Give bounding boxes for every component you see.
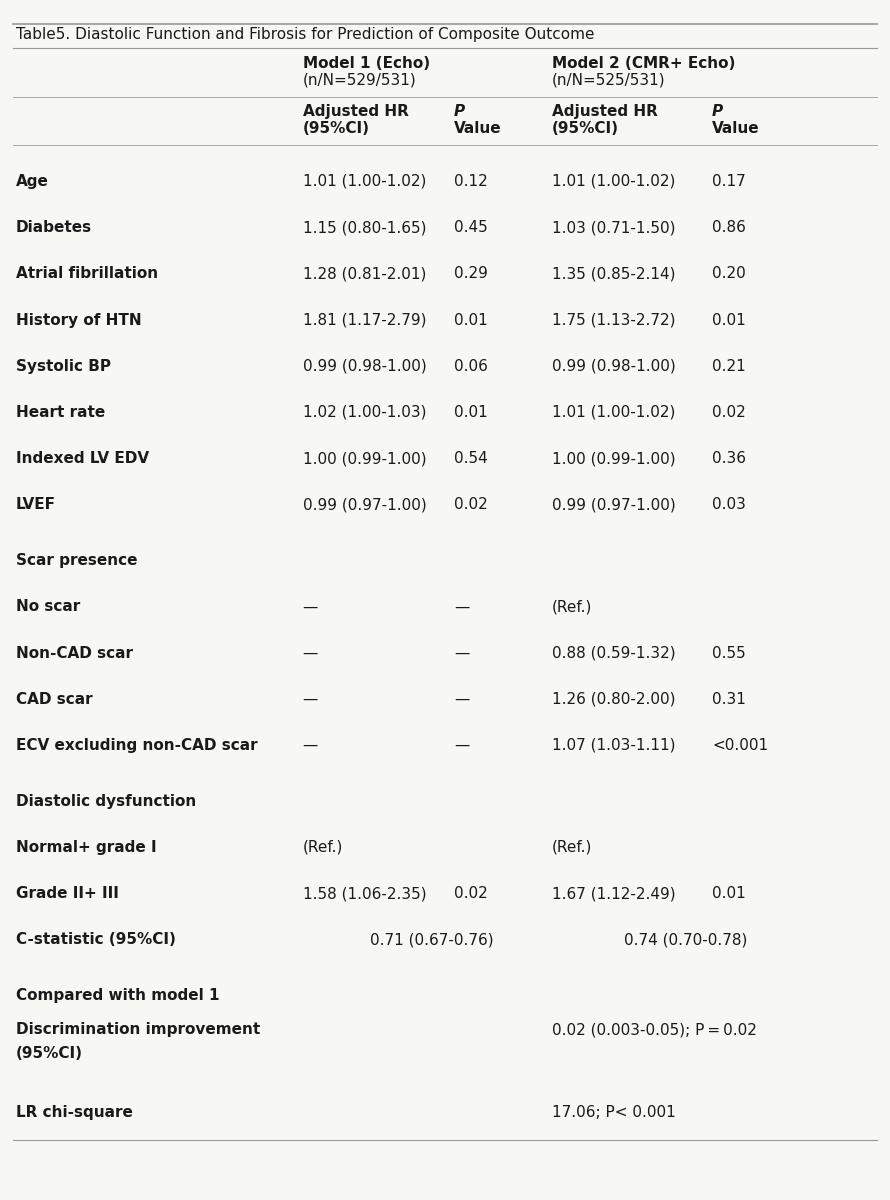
Text: Model 2 (CMR+ Echo): Model 2 (CMR+ Echo) bbox=[552, 56, 735, 71]
Text: 0.17: 0.17 bbox=[712, 174, 746, 188]
Text: —: — bbox=[454, 599, 469, 614]
Text: 0.29: 0.29 bbox=[454, 266, 488, 281]
Text: —: — bbox=[454, 691, 469, 707]
Text: 1.01 (1.00-1.02): 1.01 (1.00-1.02) bbox=[552, 404, 676, 420]
Text: Value: Value bbox=[712, 121, 760, 136]
Text: 0.99 (0.98-1.00): 0.99 (0.98-1.00) bbox=[552, 359, 676, 373]
Text: 0.99 (0.97-1.00): 0.99 (0.97-1.00) bbox=[552, 497, 676, 512]
Text: Normal+ grade I: Normal+ grade I bbox=[16, 840, 157, 854]
Text: History of HTN: History of HTN bbox=[16, 312, 142, 328]
Text: Model 1 (Echo): Model 1 (Echo) bbox=[303, 56, 430, 71]
Text: 0.45: 0.45 bbox=[454, 220, 488, 235]
Text: (95%CI): (95%CI) bbox=[303, 121, 369, 136]
Text: 0.02 (0.003-0.05); P = 0.02: 0.02 (0.003-0.05); P = 0.02 bbox=[552, 1022, 756, 1037]
Text: Table5. Diastolic Function and Fibrosis for Prediction of Composite Outcome: Table5. Diastolic Function and Fibrosis … bbox=[16, 28, 595, 42]
Text: 1.81 (1.17-2.79): 1.81 (1.17-2.79) bbox=[303, 312, 426, 328]
Text: Diabetes: Diabetes bbox=[16, 220, 93, 235]
Text: ECV excluding non-CAD scar: ECV excluding non-CAD scar bbox=[16, 738, 257, 752]
Text: (Ref.): (Ref.) bbox=[303, 840, 343, 854]
Text: 0.02: 0.02 bbox=[712, 404, 746, 420]
Text: 0.71 (0.67-0.76): 0.71 (0.67-0.76) bbox=[370, 932, 493, 947]
Text: 0.86: 0.86 bbox=[712, 220, 746, 235]
Text: 1.15 (0.80-1.65): 1.15 (0.80-1.65) bbox=[303, 220, 426, 235]
Text: —: — bbox=[303, 646, 318, 660]
Text: 0.06: 0.06 bbox=[454, 359, 488, 373]
Text: 1.67 (1.12-2.49): 1.67 (1.12-2.49) bbox=[552, 886, 676, 901]
Text: 0.55: 0.55 bbox=[712, 646, 746, 660]
Text: Value: Value bbox=[454, 121, 502, 136]
Text: Systolic BP: Systolic BP bbox=[16, 359, 111, 373]
Text: 0.20: 0.20 bbox=[712, 266, 746, 281]
Text: 1.00 (0.99-1.00): 1.00 (0.99-1.00) bbox=[303, 451, 426, 466]
Text: C-statistic (95%CI): C-statistic (95%CI) bbox=[16, 932, 176, 947]
Text: P: P bbox=[454, 104, 465, 119]
Text: 0.01: 0.01 bbox=[454, 404, 488, 420]
Text: 0.31: 0.31 bbox=[712, 691, 746, 707]
Text: Adjusted HR: Adjusted HR bbox=[303, 104, 409, 119]
Text: Heart rate: Heart rate bbox=[16, 404, 105, 420]
Text: CAD scar: CAD scar bbox=[16, 691, 93, 707]
Text: 0.99 (0.98-1.00): 0.99 (0.98-1.00) bbox=[303, 359, 426, 373]
Text: 0.01: 0.01 bbox=[712, 312, 746, 328]
Text: (n/N=525/531): (n/N=525/531) bbox=[552, 73, 666, 88]
Text: 1.07 (1.03-1.11): 1.07 (1.03-1.11) bbox=[552, 738, 676, 752]
Text: Diastolic dysfunction: Diastolic dysfunction bbox=[16, 793, 197, 809]
Text: (Ref.): (Ref.) bbox=[552, 599, 592, 614]
Text: 0.01: 0.01 bbox=[454, 312, 488, 328]
Text: 0.88 (0.59-1.32): 0.88 (0.59-1.32) bbox=[552, 646, 676, 660]
Text: 1.28 (0.81-2.01): 1.28 (0.81-2.01) bbox=[303, 266, 426, 281]
Text: —: — bbox=[454, 646, 469, 660]
Text: Compared with model 1: Compared with model 1 bbox=[16, 988, 220, 1003]
Text: —: — bbox=[303, 738, 318, 752]
Text: (n/N=529/531): (n/N=529/531) bbox=[303, 73, 417, 88]
Text: 1.26 (0.80-2.00): 1.26 (0.80-2.00) bbox=[552, 691, 676, 707]
Text: 1.02 (1.00-1.03): 1.02 (1.00-1.03) bbox=[303, 404, 426, 420]
Text: 17.06; P< 0.001: 17.06; P< 0.001 bbox=[552, 1104, 676, 1120]
Text: No scar: No scar bbox=[16, 599, 80, 614]
Text: 0.21: 0.21 bbox=[712, 359, 746, 373]
Text: 1.03 (0.71-1.50): 1.03 (0.71-1.50) bbox=[552, 220, 676, 235]
Text: 0.99 (0.97-1.00): 0.99 (0.97-1.00) bbox=[303, 497, 426, 512]
Text: Grade II+ III: Grade II+ III bbox=[16, 886, 119, 901]
Text: —: — bbox=[454, 738, 469, 752]
Text: P: P bbox=[712, 104, 724, 119]
Text: Non-CAD scar: Non-CAD scar bbox=[16, 646, 133, 660]
Text: LR chi-square: LR chi-square bbox=[16, 1104, 133, 1120]
Text: (95%CI): (95%CI) bbox=[552, 121, 619, 136]
Text: Adjusted HR: Adjusted HR bbox=[552, 104, 658, 119]
Text: LVEF: LVEF bbox=[16, 497, 56, 512]
Text: 0.74 (0.70-0.78): 0.74 (0.70-0.78) bbox=[624, 932, 747, 947]
Text: 0.02: 0.02 bbox=[454, 497, 488, 512]
Text: 1.01 (1.00-1.02): 1.01 (1.00-1.02) bbox=[303, 174, 426, 188]
Text: 0.54: 0.54 bbox=[454, 451, 488, 466]
Text: 0.01: 0.01 bbox=[712, 886, 746, 901]
Text: 1.00 (0.99-1.00): 1.00 (0.99-1.00) bbox=[552, 451, 676, 466]
Text: Indexed LV EDV: Indexed LV EDV bbox=[16, 451, 150, 466]
Text: 1.58 (1.06-2.35): 1.58 (1.06-2.35) bbox=[303, 886, 426, 901]
Text: Age: Age bbox=[16, 174, 49, 188]
Text: 0.36: 0.36 bbox=[712, 451, 746, 466]
Text: 0.02: 0.02 bbox=[454, 886, 488, 901]
Text: Atrial fibrillation: Atrial fibrillation bbox=[16, 266, 158, 281]
Text: 1.35 (0.85-2.14): 1.35 (0.85-2.14) bbox=[552, 266, 676, 281]
Text: 1.01 (1.00-1.02): 1.01 (1.00-1.02) bbox=[552, 174, 676, 188]
Text: —: — bbox=[303, 691, 318, 707]
Text: (95%CI): (95%CI) bbox=[16, 1046, 83, 1061]
Text: Discrimination improvement: Discrimination improvement bbox=[16, 1022, 260, 1037]
Text: Scar presence: Scar presence bbox=[16, 553, 138, 568]
Text: (Ref.): (Ref.) bbox=[552, 840, 592, 854]
Text: —: — bbox=[303, 599, 318, 614]
Text: 0.03: 0.03 bbox=[712, 497, 746, 512]
Text: 1.75 (1.13-2.72): 1.75 (1.13-2.72) bbox=[552, 312, 676, 328]
Text: 0.12: 0.12 bbox=[454, 174, 488, 188]
Text: <0.001: <0.001 bbox=[712, 738, 768, 752]
